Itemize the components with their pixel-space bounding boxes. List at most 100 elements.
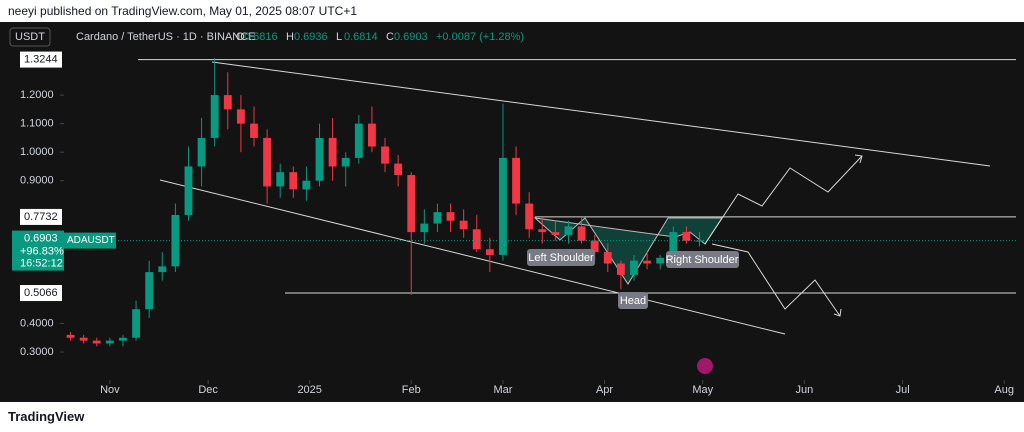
candle-body	[341, 157, 350, 167]
arrowhead	[854, 154, 863, 164]
upper-trendline	[211, 61, 991, 167]
candle-body	[564, 226, 573, 235]
x-tick-label: Jun	[795, 384, 813, 396]
last-change: +96.83%	[20, 246, 64, 258]
annotation-box	[666, 251, 739, 268]
candle-body	[79, 337, 88, 341]
x-tick-label: Mar	[493, 384, 512, 396]
legend-key: L	[336, 31, 342, 43]
candle-body	[250, 123, 258, 138]
candle-body	[276, 172, 285, 187]
legend-value: 0.6816	[244, 31, 278, 43]
candle-body	[197, 137, 206, 167]
candle-body	[459, 220, 468, 230]
candle-body	[577, 226, 586, 241]
candle-body	[643, 260, 652, 264]
candle-body	[354, 123, 363, 158]
candle-body	[132, 309, 140, 338]
y-tick-label: 1.0000	[20, 146, 54, 158]
candle-body	[105, 340, 114, 344]
x-tick-label: Aug	[994, 384, 1014, 396]
candle-body	[433, 212, 442, 224]
x-tick-label: Jul	[896, 384, 910, 396]
candle-body	[381, 146, 389, 164]
x-tick-label: Nov	[100, 384, 120, 396]
level-label: 0.5066	[24, 287, 58, 299]
last-price: 0.6903	[24, 233, 58, 245]
x-tick-label: May	[692, 384, 713, 396]
candle-body	[472, 229, 481, 250]
candle-body	[512, 157, 520, 204]
annotation-box	[618, 292, 648, 309]
candle-body	[682, 232, 691, 241]
candle-body	[66, 334, 75, 338]
candle-body	[525, 203, 534, 230]
level-label-box	[20, 51, 62, 68]
annotation: Right Shoulder	[666, 254, 739, 266]
chart: USDT Cardano / TetherUS · 1D · BINANCE O…	[0, 22, 1024, 402]
bullish-projection	[704, 155, 863, 245]
ohlc-legend: O 0.6816 H 0.6936 L 0.6814 C 0.6903 +0.0087 (+1.…	[236, 31, 524, 43]
plot: 0.3000 0.4000 0.9000 1.0000 1.1000 1.2000 Nov D…	[12, 51, 1016, 396]
last-price-box	[12, 230, 64, 271]
y-tick-label: 0.4000	[20, 317, 54, 329]
legend-key: O	[236, 31, 245, 43]
y-tick-label: 0.3000	[20, 346, 54, 358]
candle-body	[119, 337, 127, 341]
candle-body	[551, 232, 560, 235]
annotation: Head	[620, 295, 646, 307]
level-label-box	[20, 208, 62, 225]
candle-body	[407, 175, 416, 233]
candle-body	[499, 157, 507, 255]
countdown: 16:52:12	[20, 258, 63, 270]
x-tick-label: 2025	[297, 384, 321, 396]
legend-key: C	[386, 31, 394, 43]
y-tick-label: 0.9000	[20, 175, 54, 187]
legend-change: +0.0087 (+1.28%)	[436, 31, 524, 43]
level-label-box	[20, 285, 62, 302]
legend-value: 0.6903	[394, 31, 428, 43]
currency: USDT	[15, 31, 45, 43]
brand: TradingView	[8, 409, 85, 424]
level-label: 1.3244	[24, 53, 58, 65]
candle-body	[92, 340, 101, 344]
candle-body	[420, 223, 429, 233]
candle-body	[184, 166, 193, 215]
level-label: 0.7732	[24, 211, 58, 223]
arrowhead	[833, 308, 842, 317]
candle-body	[394, 163, 403, 176]
candle-body	[485, 249, 494, 255]
annotation: Left Shoulder	[528, 252, 594, 264]
candle-body	[669, 232, 678, 258]
candle-body	[236, 109, 245, 124]
bearish-projection	[711, 243, 841, 317]
event-icon[interactable]	[697, 358, 713, 374]
legend-value: 0.6936	[294, 31, 328, 43]
candle-body	[302, 180, 311, 190]
lower-trendline	[159, 179, 786, 335]
candle-body	[695, 240, 704, 242]
y-tick-label: 1.1000	[20, 118, 54, 130]
x-tick-label: Feb	[402, 384, 421, 396]
symbol: ADAUSDT	[67, 235, 115, 246]
annotation-box	[527, 249, 595, 266]
candle-body	[630, 260, 638, 275]
candle-body	[616, 263, 625, 275]
candle-body	[289, 172, 298, 190]
candle-body	[328, 137, 337, 167]
candle-body	[263, 137, 272, 187]
candle-body	[315, 137, 324, 181]
x-tick-label: Dec	[198, 384, 218, 396]
candle-body	[223, 95, 232, 110]
currency-box[interactable]	[9, 27, 51, 47]
candle-body	[145, 272, 154, 310]
chart-title: Cardano / TetherUS · 1D · BINANCE	[76, 31, 256, 43]
candle-body	[656, 257, 665, 264]
candle-body	[210, 95, 219, 138]
candle-body	[446, 212, 455, 221]
x-tick-label: Apr	[596, 384, 613, 396]
legend-value: 0.6814	[344, 31, 378, 43]
y-tick-label: 1.2000	[20, 89, 54, 101]
candle-body	[538, 229, 547, 233]
